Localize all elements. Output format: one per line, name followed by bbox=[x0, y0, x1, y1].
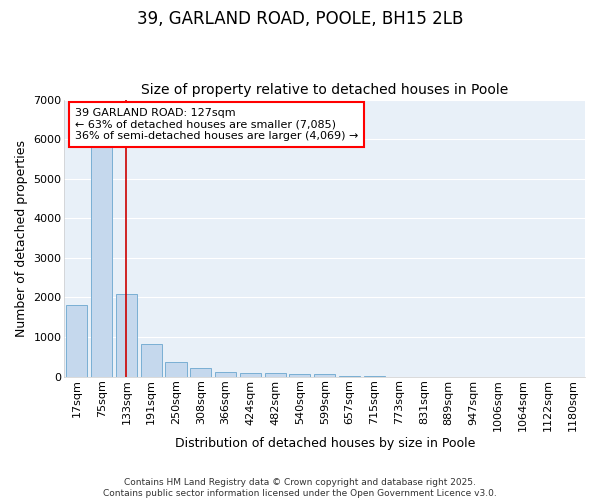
Bar bbox=[91, 147, 112, 376]
Bar bbox=[140, 344, 162, 376]
Title: Size of property relative to detached houses in Poole: Size of property relative to detached ho… bbox=[141, 83, 508, 97]
Bar bbox=[166, 362, 187, 376]
Bar bbox=[265, 374, 286, 376]
Bar bbox=[190, 368, 211, 376]
Bar bbox=[314, 374, 335, 376]
Bar bbox=[116, 294, 137, 376]
Y-axis label: Number of detached properties: Number of detached properties bbox=[15, 140, 28, 336]
Bar bbox=[289, 374, 310, 376]
X-axis label: Distribution of detached houses by size in Poole: Distribution of detached houses by size … bbox=[175, 437, 475, 450]
Text: 39, GARLAND ROAD, POOLE, BH15 2LB: 39, GARLAND ROAD, POOLE, BH15 2LB bbox=[137, 10, 463, 28]
Text: Contains HM Land Registry data © Crown copyright and database right 2025.
Contai: Contains HM Land Registry data © Crown c… bbox=[103, 478, 497, 498]
Bar bbox=[67, 306, 88, 376]
Bar bbox=[240, 373, 261, 376]
Text: 39 GARLAND ROAD: 127sqm
← 63% of detached houses are smaller (7,085)
36% of semi: 39 GARLAND ROAD: 127sqm ← 63% of detache… bbox=[75, 108, 358, 141]
Bar bbox=[215, 372, 236, 376]
